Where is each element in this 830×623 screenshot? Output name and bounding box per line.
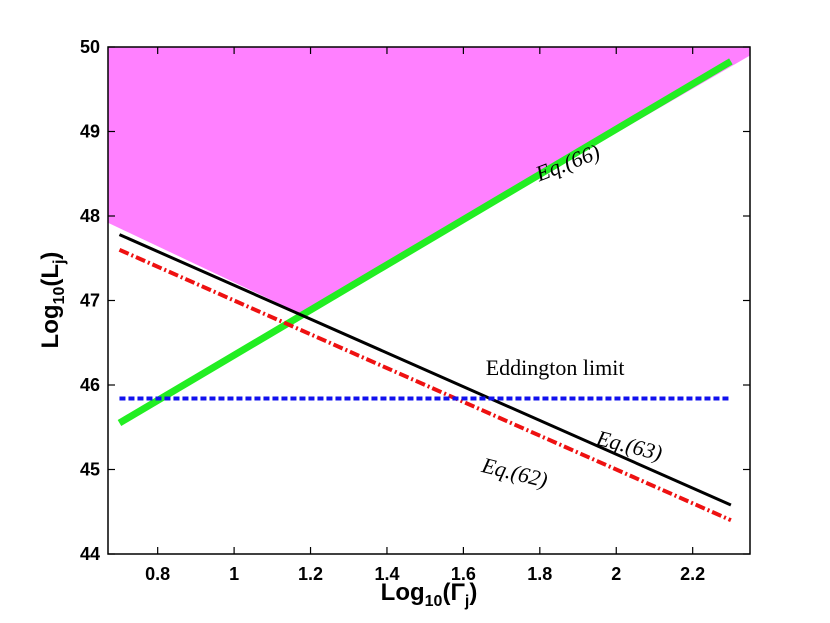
x-tick-label: 0.8 [145,564,170,584]
x-tick-label: 2 [611,564,621,584]
shaded-region [108,47,750,315]
y-tick-label: 48 [80,206,100,226]
y-tick-label: 45 [80,460,100,480]
series-line-eq62 [118,247,732,523]
y-tick-label: 46 [80,375,100,395]
x-tick-label: 1.6 [451,564,476,584]
y-tick-label: 50 [80,37,100,57]
x-tick-label: 1.8 [527,564,552,584]
series-line-eq66 [117,58,733,427]
y-tick-label: 44 [80,544,100,564]
y-tick-label: 49 [80,122,100,142]
series-line-eq63 [118,233,732,507]
x-tick-label: 2.2 [680,564,705,584]
x-axis-label: Log10(Γj) [381,579,478,610]
annotation-eddington: Eddington limit [486,355,625,380]
y-axis-label: Log10(Lj) [37,252,68,349]
y-tick-label: 47 [80,291,100,311]
x-tick-label: 1.4 [374,564,399,584]
x-tick-label: 1 [229,564,239,584]
x-tick-label: 1.2 [298,564,323,584]
